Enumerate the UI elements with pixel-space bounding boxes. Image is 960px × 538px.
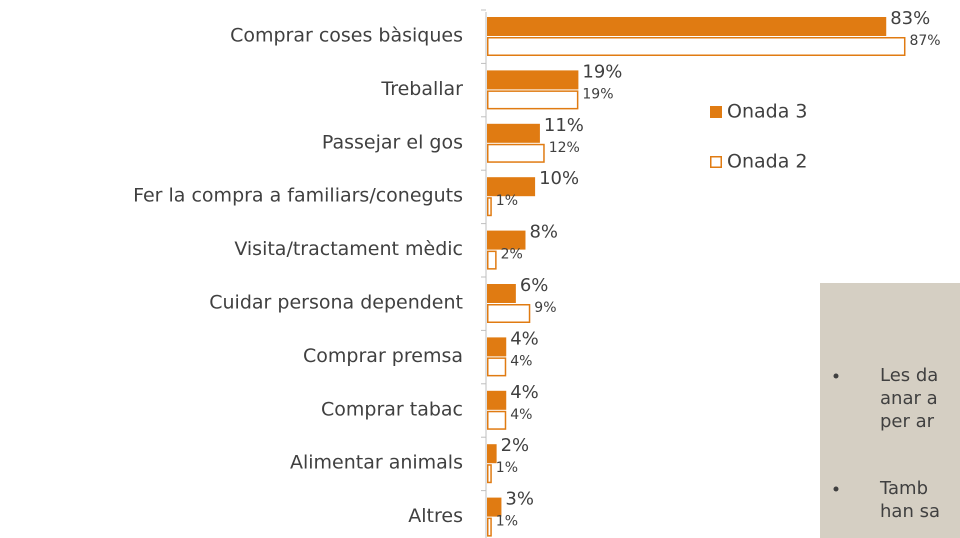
note-text: Tamb [879,478,928,499]
value-label: 19% [582,61,622,82]
bar [487,337,507,357]
bar [487,464,492,484]
value-label: 83% [890,8,930,29]
value-label: 6% [520,275,549,296]
bar [487,497,502,517]
bar [487,177,536,197]
bars: Comprar coses bàsiques 83% 87% Treballar 19%… [133,8,941,537]
value-label: 4% [510,407,532,423]
value-label: 2% [501,247,523,263]
bar [487,37,906,56]
bar [487,123,540,143]
bar [487,250,497,270]
bullet [833,373,839,379]
bar [487,304,531,323]
category-label: Altres [408,505,463,527]
value-label: 9% [534,300,556,316]
value-label: 1% [496,514,518,530]
bar [487,517,492,537]
value-label: 4% [510,382,539,403]
value-label: 10% [539,168,579,189]
value-label: 87% [909,33,940,49]
bar [487,90,579,110]
value-label: 1% [496,460,518,476]
category-label: Alimentar animals [290,452,463,474]
value-label: 2% [501,435,530,456]
category-label: Visita/tractament mèdic [234,238,463,260]
bar [487,230,526,250]
note-box [820,283,960,538]
bar [487,70,579,90]
value-label: 19% [582,86,613,102]
value-label: 4% [510,353,532,369]
note-text: anar a [880,388,938,409]
category-label: Cuidar persona dependent [209,292,463,314]
note-text: per ar [880,411,935,432]
category-label: Fer la compra a familiars/coneguts [133,185,463,207]
bar [487,357,507,377]
value-label: 4% [510,328,539,349]
value-label: 8% [529,222,558,243]
category-label: Treballar [380,78,463,100]
bar [487,410,507,430]
bar [487,284,516,303]
note-text: han sa [880,501,940,522]
value-label: 12% [549,140,580,156]
legend-swatch [710,106,722,118]
note-text: Les da [880,365,938,386]
bar [487,197,492,217]
legend-swatch [710,156,722,168]
category-label: Passejar el gos [322,131,463,153]
value-label: 11% [544,115,584,136]
legend: Onada 3 Onada 2 [710,101,807,173]
value-label: 1% [496,193,518,209]
bar [487,444,497,464]
bullet [833,486,839,492]
bar [487,143,545,163]
category-label: Comprar tabac [321,398,463,420]
category-label: Comprar premsa [303,345,463,367]
bar [487,17,887,36]
legend-label: Onada 2 [727,151,807,173]
legend-label: Onada 3 [727,101,807,123]
category-label: Comprar coses bàsiques [230,25,463,47]
value-label: 3% [505,489,534,510]
bar [487,390,507,410]
